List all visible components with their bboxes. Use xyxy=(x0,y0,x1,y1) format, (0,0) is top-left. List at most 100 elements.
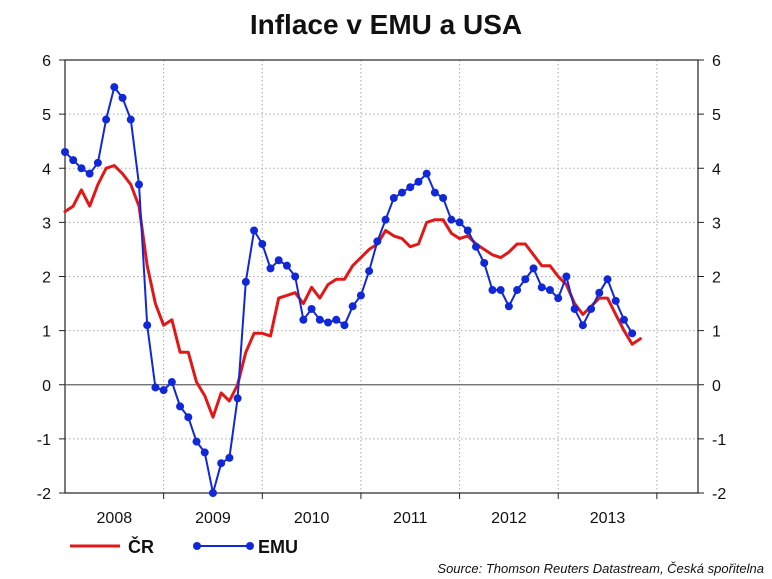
grid-lines xyxy=(65,60,698,493)
data-point-emu xyxy=(332,315,341,324)
data-point-emu xyxy=(430,188,439,197)
data-point-emu xyxy=(167,378,176,387)
x-tick-label: 2009 xyxy=(195,510,231,527)
data-point-emu xyxy=(176,402,185,411)
data-point-emu xyxy=(578,321,587,330)
right-tick-label: -1 xyxy=(712,432,726,449)
data-point-emu xyxy=(102,115,111,124)
data-point-emu xyxy=(488,286,497,295)
data-point-emu xyxy=(200,448,209,457)
left-tick-label: 3 xyxy=(42,215,51,232)
data-point-emu xyxy=(521,275,530,284)
right-tick-label: 4 xyxy=(712,161,721,178)
data-point-emu xyxy=(110,83,119,92)
data-point-emu xyxy=(258,240,267,249)
data-point-emu xyxy=(595,288,604,297)
data-point-emu xyxy=(134,180,143,189)
data-point-emu xyxy=(422,169,431,178)
data-point-emu xyxy=(611,296,620,305)
data-point-emu xyxy=(480,258,489,267)
data-point-emu xyxy=(389,194,398,203)
data-point-emu xyxy=(282,261,291,270)
left-tick-label: -2 xyxy=(37,486,51,503)
data-point-emu xyxy=(513,286,522,295)
data-point-emu xyxy=(184,413,193,422)
data-point-emu xyxy=(587,304,596,313)
right-tick-label: -2 xyxy=(712,486,726,503)
data-point-emu xyxy=(439,194,448,203)
data-point-emu xyxy=(61,148,69,157)
right-tick-label: 6 xyxy=(712,53,721,70)
series-line-emu xyxy=(64,86,634,494)
data-point-emu xyxy=(472,242,481,251)
data-point-emu xyxy=(406,183,415,192)
data-point-emu xyxy=(414,177,423,186)
legend-emu-marker-left xyxy=(193,542,201,550)
data-point-emu xyxy=(299,315,308,324)
data-point-emu xyxy=(192,437,201,446)
left-tick-label: 1 xyxy=(42,324,51,341)
data-point-emu xyxy=(274,256,283,265)
data-point-emu xyxy=(69,156,78,165)
data-point-emu xyxy=(225,453,234,462)
data-point-emu xyxy=(143,321,152,330)
data-point-emu xyxy=(529,264,538,273)
data-point-emu xyxy=(126,115,135,124)
data-point-emu xyxy=(570,304,579,313)
data-point-emu xyxy=(250,226,259,235)
left-tick-label: 0 xyxy=(42,378,51,395)
data-point-emu xyxy=(159,386,168,395)
right-tick-label: 1 xyxy=(712,324,721,341)
right-tick-label: 3 xyxy=(712,215,721,232)
data-point-emu xyxy=(381,215,390,224)
data-point-emu xyxy=(266,264,275,273)
data-point-emu xyxy=(619,315,628,324)
data-point-emu xyxy=(307,304,316,313)
series-line-cr xyxy=(63,164,642,419)
data-point-emu xyxy=(537,283,546,292)
left-tick-label: 5 xyxy=(42,107,51,124)
data-point-emu xyxy=(554,294,563,303)
data-point-emu xyxy=(504,302,513,311)
x-tick-label: 2011 xyxy=(393,510,428,527)
left-tick-label: 6 xyxy=(42,53,51,70)
data-point-emu xyxy=(291,272,300,281)
data-point-emu xyxy=(85,169,94,178)
legend: ČR EMU xyxy=(70,536,298,557)
data-point-emu xyxy=(118,93,127,102)
x-tick-label: 2010 xyxy=(294,510,330,527)
data-point-emu xyxy=(233,394,242,403)
data-point-emu xyxy=(77,164,86,173)
left-tick-label: -1 xyxy=(37,432,51,449)
data-point-emu xyxy=(562,272,571,281)
data-point-emu xyxy=(151,383,160,392)
y-axis-right: -2 -1 0 1 2 3 4 5 6 xyxy=(698,53,726,503)
data-point-emu xyxy=(356,291,365,300)
left-tick-label: 2 xyxy=(42,270,51,287)
data-point-emu xyxy=(365,267,374,276)
data-point-emu xyxy=(603,275,612,284)
right-tick-label: 5 xyxy=(712,107,721,124)
x-tick-label: 2008 xyxy=(97,510,133,527)
left-tick-label: 4 xyxy=(42,161,51,178)
right-tick-label: 0 xyxy=(712,378,721,395)
data-point-emu xyxy=(398,188,407,197)
y-axis-left: -2 -1 0 1 2 3 4 5 6 xyxy=(37,53,65,503)
legend-cr-label: ČR xyxy=(128,536,154,557)
data-point-emu xyxy=(463,226,472,235)
source-note: Source: Thomson Reuters Datastream, Česk… xyxy=(437,561,764,576)
data-point-emu xyxy=(348,302,357,311)
x-axis: 2008 2009 2010 2011 2012 2013 xyxy=(97,493,658,527)
series-layer xyxy=(61,83,642,497)
data-point-emu xyxy=(340,321,349,330)
legend-emu-marker-right xyxy=(246,542,254,550)
data-point-emu xyxy=(496,286,505,295)
data-point-emu xyxy=(447,215,456,224)
right-tick-label: 2 xyxy=(712,270,721,287)
data-point-emu xyxy=(324,318,333,327)
x-tick-label: 2013 xyxy=(590,510,626,527)
legend-emu-label: EMU xyxy=(258,537,298,557)
x-tick-label: 2012 xyxy=(491,510,527,527)
data-point-emu xyxy=(545,286,554,295)
